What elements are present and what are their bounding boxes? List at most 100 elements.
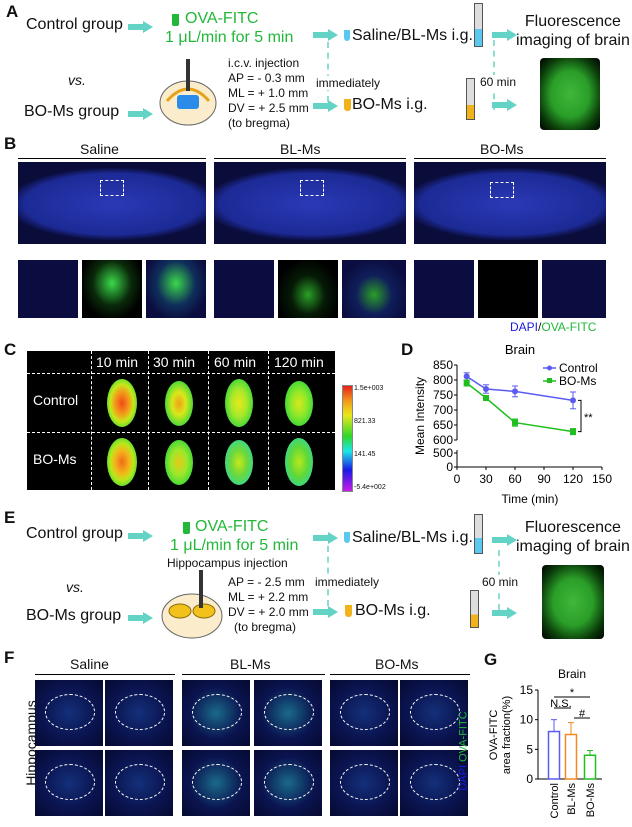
- boms-group-label: BO-Ms group: [24, 103, 120, 120]
- hippocampus-outline: [340, 694, 390, 730]
- legend-ova-fitc: OVA-FITC: [541, 320, 597, 334]
- hippocampus-outline: [45, 764, 95, 800]
- panel-label-a: A: [6, 2, 19, 21]
- coord-ml: ML = + 2.2 mm: [228, 590, 309, 604]
- hippocampus-outline: [192, 694, 242, 730]
- hippocampus-image: [105, 750, 173, 816]
- y-axis-label-line1: OVA-FITC: [488, 710, 500, 761]
- hippocampus-image: [400, 680, 468, 746]
- hippocampus-outline: [115, 694, 165, 730]
- arrow-icon: [313, 606, 339, 618]
- hippocampus-image: [35, 680, 103, 746]
- colorbar: [342, 385, 353, 492]
- legend-sep: /: [538, 320, 542, 334]
- control-group-label: Control group: [26, 525, 123, 542]
- ova-fitc-label: OVA-FITC: [185, 10, 259, 27]
- colorbar-tick: 141.45: [354, 451, 376, 458]
- coord-ap: AP = - 0.3 mm: [228, 71, 305, 85]
- x-tick-label: 150: [592, 472, 612, 486]
- y-tick-label: 500: [433, 446, 453, 460]
- injection-type: Hippocampus injection: [167, 556, 288, 570]
- arrow-icon: [492, 607, 518, 619]
- inset-blms-fitc: [278, 260, 338, 318]
- y-tick-label: 850: [433, 358, 453, 372]
- y-tick-label: 0: [526, 772, 533, 786]
- syringe-icon: [474, 3, 483, 47]
- hippocampus-image: [182, 680, 250, 746]
- x-tick-label: Control: [549, 783, 561, 818]
- brain-heatmap: [285, 381, 313, 426]
- tube-icon: [344, 30, 350, 41]
- inset-blms-dapi: [214, 260, 274, 318]
- sagittal-image-blms: [214, 162, 406, 244]
- bar-chart-brain: Brain 0 5 10 15 OVA-FITC area fraction(%) Contr…: [488, 667, 602, 818]
- ova-fitc-label: OVA-FITC: [195, 518, 269, 535]
- significance-label: N.S.: [550, 698, 571, 710]
- significance-label: *: [570, 687, 575, 699]
- channel-legend: DAPI/OVA-FITC: [458, 711, 470, 790]
- syringe-icon: [466, 78, 475, 120]
- hippocampus-image: [35, 750, 103, 816]
- imaging-label: Fluorescence imaging of brain: [516, 518, 630, 556]
- arrow-icon: [313, 100, 339, 112]
- column-label-blms: BL-Ms: [280, 141, 321, 157]
- legend-label: BO-Ms: [559, 374, 596, 388]
- arrow-icon: [128, 108, 154, 120]
- hippocampus-outline: [410, 694, 460, 730]
- hippocampus-image: [400, 750, 468, 816]
- arrow-icon: [128, 612, 154, 624]
- significance-label: **: [584, 412, 593, 424]
- time-label: 10 min: [96, 354, 139, 370]
- brain-heatmap: [285, 438, 313, 486]
- injection-type: i.c.v. injection: [228, 56, 300, 70]
- hippocampus-coordinates: AP = - 2.5 mm ML = + 2.2 mm DV = + 2.0 m…: [228, 575, 309, 635]
- hippocampus-image: [182, 750, 250, 816]
- brain-heatmap: [107, 379, 137, 427]
- brain-heatmap: [165, 440, 193, 485]
- y-tick-label: 650: [433, 418, 453, 432]
- hippocampus-outline: [45, 694, 95, 730]
- saline-blms-label: Saline/BL-Ms i.g.: [352, 27, 473, 44]
- y-tick-label: 15: [520, 683, 534, 697]
- hippocampus-outline: [192, 764, 242, 800]
- hippocampus-image: [254, 680, 322, 746]
- saline-blms-label: Saline/BL-Ms i.g.: [352, 529, 473, 546]
- hippocampus-image: [330, 680, 398, 746]
- panel-label-g: G: [484, 650, 498, 669]
- x-tick-label: BL-Ms: [566, 783, 578, 815]
- column-label-saline: Saline: [70, 656, 109, 672]
- hippocampus-image: [254, 750, 322, 816]
- inset-boms-fitc: [478, 260, 538, 318]
- colorbar-max: 1.5e+003: [354, 385, 384, 392]
- column-label-saline: Saline: [80, 141, 119, 157]
- hippocampus-outline: [340, 764, 390, 800]
- syringe-icon: [470, 590, 479, 628]
- brain-heatmap: [225, 440, 253, 485]
- brain-heatmap: [107, 438, 137, 486]
- legend-dapi: DAPI: [510, 320, 539, 334]
- legend-sep: /: [457, 761, 470, 765]
- data-point: [463, 373, 470, 380]
- inset-saline-dapi: [18, 260, 78, 318]
- y-tick-label: 0: [446, 460, 453, 474]
- column-underline: [414, 158, 606, 159]
- y-tick-label: 800: [433, 373, 453, 387]
- arrow-icon: [492, 534, 518, 546]
- inset-blms-merge: [342, 260, 406, 318]
- column-underline: [18, 158, 206, 159]
- rate-label: 1 μL/min for 5 min: [165, 29, 294, 46]
- hippocampus-image: [330, 750, 398, 816]
- arrow-icon: [128, 530, 154, 542]
- x-tick-label: 0: [454, 472, 461, 486]
- significance-label: #: [579, 708, 586, 720]
- arrow-icon: [313, 532, 339, 544]
- column-label-boms: BO-Ms: [480, 141, 524, 157]
- imaging-line-2: imaging of brain: [516, 32, 630, 49]
- series-line-control: [466, 375, 574, 402]
- inset-saline-merge: [146, 260, 206, 318]
- significance-bracket: [578, 399, 582, 433]
- brain-fluorescence-image: [540, 58, 600, 130]
- row-label-boms: BO-Ms: [33, 451, 77, 467]
- y-tick-label: 5: [526, 742, 533, 756]
